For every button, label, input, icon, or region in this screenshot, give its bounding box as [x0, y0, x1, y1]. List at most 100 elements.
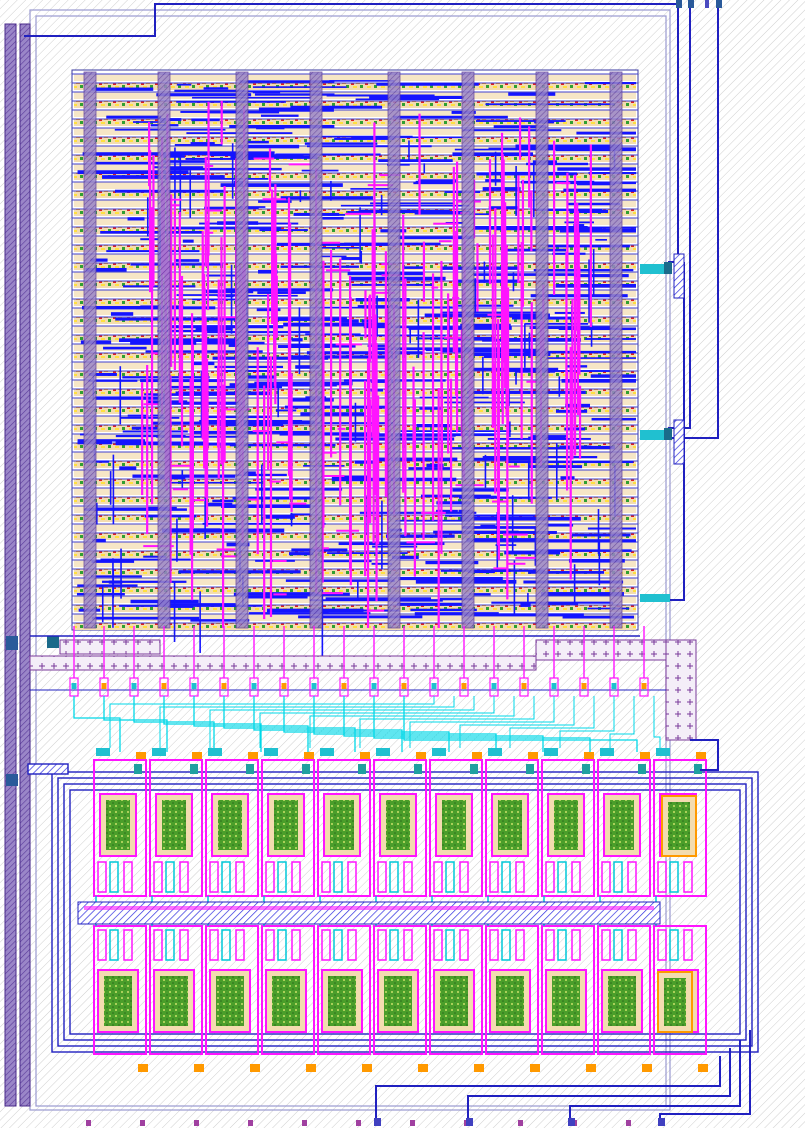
metal2-wire [289, 502, 307, 505]
std-cell-row [74, 326, 636, 333]
analog-input-via [208, 748, 222, 756]
top-pins [676, 0, 722, 8]
upper-finger [221, 861, 231, 893]
lower-device-cell [205, 925, 259, 1055]
std-cell-row [74, 200, 636, 207]
metal1-wire [254, 93, 335, 96]
metal2-wire [335, 343, 362, 346]
std-cell-row [74, 515, 636, 522]
metal2-wire [571, 298, 574, 460]
analog-input-via [320, 748, 334, 756]
upper-finger [333, 861, 343, 893]
std-cell-row [74, 560, 636, 567]
metal2-wire [206, 373, 209, 450]
metal1-wire [275, 409, 297, 412]
metal1-wire [203, 87, 229, 90]
lower-finger [97, 929, 107, 961]
metal2-wire [412, 366, 415, 462]
lower-device-diffusion [440, 976, 468, 1026]
metal1-wire [299, 190, 302, 203]
bottom-pin [194, 1120, 199, 1126]
metal1-wire [321, 246, 360, 249]
lower-finger [557, 929, 567, 961]
metal1-wire [190, 619, 250, 622]
std-cell-row [74, 470, 636, 477]
std-cell-row [74, 524, 636, 531]
metal1-wire [484, 454, 487, 488]
metal1-wire [555, 443, 558, 500]
upper-device-diffusion [106, 800, 130, 850]
power-strap [235, 71, 249, 629]
metal2-wire [517, 175, 520, 283]
upper-finger [545, 861, 555, 893]
metal1-wire [220, 183, 343, 187]
metal1-wire [91, 87, 154, 91]
lower-finger [515, 929, 525, 961]
metal1-wire [176, 83, 192, 86]
bottom-pin [410, 1120, 415, 1126]
metal2-wire [325, 269, 351, 272]
power-strap [83, 71, 97, 629]
metal3-wire [609, 696, 635, 748]
interface-contact [131, 683, 137, 689]
upper-finger [557, 861, 567, 893]
analog-input-via [544, 748, 558, 756]
analog-input-contact [192, 752, 202, 760]
metal1-wire [120, 548, 122, 599]
metal1-wire [337, 438, 422, 441]
metal1-wire [259, 229, 308, 232]
std-cell-row [74, 569, 636, 576]
metal2-wire [191, 344, 194, 529]
metal1-wire [545, 523, 574, 527]
lower-finger [627, 929, 637, 961]
metal1-wire [196, 421, 302, 424]
metal3-wire [409, 696, 555, 748]
metal1-wire [305, 333, 361, 336]
metal2-wire [452, 296, 460, 299]
metal2-wire [565, 251, 568, 407]
lower-contact [530, 1064, 540, 1072]
power-straps [83, 71, 623, 629]
metal1-wire [207, 502, 233, 506]
interface-contact [521, 683, 527, 689]
lower-contact [586, 1064, 596, 1072]
lower-finger [347, 929, 357, 961]
metal1-wire [167, 167, 282, 171]
metal2-wire [269, 356, 273, 618]
metal3-wire [159, 696, 455, 748]
interface-contact [221, 683, 227, 689]
metal1-wire [122, 430, 188, 433]
upper-finger [109, 861, 119, 893]
metal1-wire [179, 154, 182, 217]
metal1-wire [483, 261, 486, 283]
metal2-wire [337, 427, 346, 430]
upper-device-cell [261, 759, 315, 897]
upper-device-cell [205, 759, 259, 897]
metal1-wire [359, 511, 477, 514]
metal1-wire [210, 154, 304, 157]
metal1-wire [474, 278, 477, 314]
analog-device-array [93, 759, 708, 1072]
metal1-wire [592, 248, 595, 297]
metal1-wire [572, 533, 631, 537]
metal3-wire [109, 696, 435, 748]
analog-input-contact [472, 752, 482, 760]
metal2-wire [518, 117, 522, 160]
metal1-wire [398, 576, 503, 581]
interface-contact [551, 683, 557, 689]
metal1-wire [291, 355, 398, 359]
metal1-wire [321, 255, 347, 258]
lower-finger [179, 929, 189, 961]
metal2-wire [150, 207, 154, 505]
metal1-wire [277, 345, 332, 348]
metal1-wire [276, 242, 396, 246]
metal1-wire [257, 291, 306, 294]
metal2-wire [275, 275, 278, 338]
metal2-wire [269, 480, 281, 483]
upper-finger [123, 861, 133, 893]
metal1-wire [214, 365, 284, 369]
metal1-wire [120, 416, 180, 419]
metal2-wire [573, 174, 577, 456]
metal2-wire [502, 533, 528, 536]
metal1-wire [246, 605, 263, 607]
